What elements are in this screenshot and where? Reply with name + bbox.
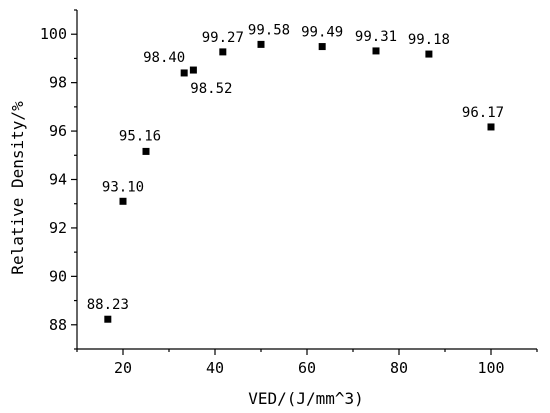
data-point bbox=[119, 197, 127, 205]
y-tick-label: 88 bbox=[49, 316, 67, 334]
y-tick-label: 98 bbox=[49, 74, 67, 92]
data-point bbox=[142, 147, 150, 155]
data-points bbox=[104, 40, 495, 323]
data-label: 99.31 bbox=[355, 29, 397, 45]
x-tick-label: 60 bbox=[298, 359, 316, 377]
data-labels: 88.23 93.10 95.16 98.40 98.52 99.27 99.58 99.49… bbox=[87, 22, 504, 313]
data-point bbox=[180, 69, 188, 77]
y-tick-label: 96 bbox=[49, 122, 67, 140]
data-point bbox=[425, 50, 433, 58]
data-point bbox=[104, 315, 112, 323]
y-axis-title: Relative Density/% bbox=[8, 101, 27, 275]
data-label: 99.27 bbox=[202, 30, 244, 46]
x-tick-label: 40 bbox=[206, 359, 224, 377]
data-label: 99.49 bbox=[301, 25, 343, 41]
data-label: 99.18 bbox=[408, 32, 450, 48]
data-point bbox=[257, 40, 265, 48]
y-tick-label: 100 bbox=[40, 25, 67, 43]
x-axis-title: VED/(J/mm^3) bbox=[248, 389, 364, 408]
x-tick-label: 80 bbox=[390, 359, 408, 377]
data-label: 95.16 bbox=[119, 128, 161, 144]
data-point bbox=[189, 66, 197, 74]
data-label: 96.17 bbox=[462, 105, 504, 121]
data-label: 98.40 bbox=[143, 50, 185, 66]
y-tick-label: 90 bbox=[49, 267, 67, 285]
data-label: 99.58 bbox=[248, 22, 290, 38]
x-tick-label: 100 bbox=[477, 359, 504, 377]
data-point bbox=[318, 43, 326, 51]
data-point bbox=[372, 47, 380, 55]
data-label: 88.23 bbox=[87, 297, 129, 313]
data-point bbox=[219, 48, 227, 56]
data-point bbox=[487, 123, 495, 131]
data-label: 93.10 bbox=[102, 179, 144, 195]
y-tick-label: 94 bbox=[49, 171, 67, 189]
x-axis-ticks: 20 40 60 80 100 bbox=[76, 349, 538, 377]
x-tick-label: 20 bbox=[114, 359, 132, 377]
y-tick-label: 92 bbox=[49, 219, 67, 237]
data-label: 98.52 bbox=[190, 81, 232, 97]
y-axis-ticks: 88 90 92 94 96 98 100 bbox=[40, 9, 77, 350]
